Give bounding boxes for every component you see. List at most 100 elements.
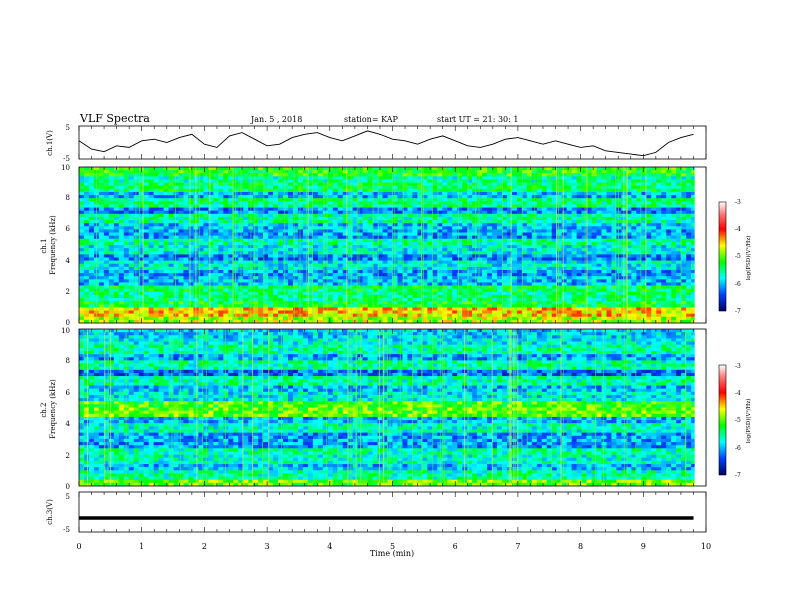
spectrogram-cell (521, 188, 528, 193)
spectrogram-cell (118, 266, 125, 271)
spectrogram-cell (133, 263, 140, 268)
spectrogram-cell (263, 273, 269, 277)
spectrogram-cell (397, 238, 403, 243)
spectrogram-cell (113, 269, 120, 274)
spectrogram-cell (497, 201, 503, 205)
spectrogram-cell (292, 263, 299, 268)
spectrogram-cell (228, 238, 234, 243)
spectrogram-cell (467, 263, 473, 268)
spectrogram-cell (422, 257, 428, 261)
spectrogram-cell (337, 238, 344, 243)
spectrogram-cell (526, 216, 533, 221)
spectrogram-cell (422, 260, 428, 265)
spectrogram-cell (382, 210, 388, 215)
spectrogram-cell (467, 188, 473, 193)
spectrogram-cell (288, 185, 294, 190)
spectrogram-cell (686, 251, 692, 255)
spectrogram-cell (138, 241, 144, 246)
spectrogram-cell (108, 191, 115, 196)
spectrogram-cell (576, 279, 582, 283)
spectrogram-cell (482, 241, 488, 246)
spectrogram-cell (302, 263, 309, 268)
spectrogram-cell (591, 216, 597, 221)
spectrogram-cell (108, 213, 115, 218)
spectrogram-cell (133, 273, 140, 277)
spectrogram-cell (521, 220, 528, 224)
spectrogram-cell (506, 254, 513, 258)
spectrogram-cell (492, 266, 498, 271)
spectrogram-cell (422, 241, 428, 246)
spectrogram-cell (467, 273, 473, 277)
spectrogram-cell (312, 279, 319, 283)
spectrogram-cell (362, 201, 368, 205)
spectrogram-cell (173, 248, 179, 252)
spectrogram-cell (551, 245, 558, 249)
spectrogram-cell (253, 198, 259, 202)
spectrogram-cell (203, 257, 209, 261)
spectrogram-cell (138, 226, 144, 230)
spectrogram-cell (143, 195, 149, 199)
spectrogram-cell (646, 241, 652, 246)
spectrogram-cell (352, 229, 358, 233)
spectrogram-cell (253, 260, 259, 265)
spectrogram-cell (501, 201, 508, 205)
spectrogram-cell (223, 276, 229, 280)
spectrogram-cell (676, 266, 682, 271)
spectrogram-cell (467, 213, 473, 218)
spectrogram-cell (362, 285, 368, 289)
spectrogram-cell (387, 204, 393, 208)
spectrogram-cell (143, 232, 149, 236)
spectrogram-cell (302, 188, 309, 193)
spectrogram-cell (487, 195, 493, 199)
spectrogram-cell (168, 176, 174, 180)
spectrogram-cell (681, 269, 687, 274)
spectrogram-cell (506, 269, 513, 274)
spectrogram-cell (278, 238, 284, 243)
spectrogram-cell (561, 185, 567, 190)
spectrogram-cell (422, 167, 428, 171)
spectrogram-cell (397, 229, 403, 233)
spectrogram-cell (516, 260, 523, 265)
spectrogram-cell (258, 182, 264, 187)
spectrogram-cell (83, 195, 90, 199)
spectrogram-cell (362, 173, 368, 177)
spectrogram-cell (417, 235, 423, 240)
spectrogram-cell (103, 198, 110, 202)
spectrogram-cell (188, 216, 194, 221)
spectrogram-cell (283, 254, 289, 258)
spectrogram-cell (402, 182, 408, 187)
spectrogram-cell (337, 173, 344, 177)
spectrogram-cell (103, 235, 110, 240)
spectrogram-cell (208, 245, 214, 249)
spectrogram-cell (387, 241, 393, 246)
spectrogram-cell (591, 167, 597, 171)
spectrogram-cell (183, 182, 189, 187)
spectrogram-cell (581, 204, 587, 208)
spectrogram-cell (352, 241, 358, 246)
spectrogram-cell (188, 263, 194, 268)
spectrogram-cell (302, 276, 309, 280)
spectrogram-cell (79, 245, 85, 249)
spectrogram-cell (283, 167, 289, 171)
spectrogram-cell (327, 245, 334, 249)
spectrogram-cell (477, 173, 483, 177)
spectrogram-cell (551, 204, 558, 208)
spectrogram-cell (263, 238, 269, 243)
spectrogram-cell (288, 220, 294, 224)
spectrogram-cell (387, 185, 393, 190)
spectrogram-cell (178, 213, 184, 218)
spectrogram-cell (183, 238, 189, 243)
spectrogram-cell (83, 276, 90, 280)
spectrogram-cell (626, 273, 632, 277)
spectrogram-cell (487, 213, 493, 218)
spectrogram-cell (332, 226, 339, 230)
spectrogram-cell (571, 210, 577, 215)
spectrogram-cell (322, 188, 329, 193)
spectrogram-cell (292, 201, 299, 205)
spectrogram-cell (546, 176, 553, 180)
spectrogram-cell (83, 282, 90, 286)
spectrogram-cell (447, 179, 453, 183)
spectrogram-cell (671, 254, 677, 258)
spectrogram-cell (103, 223, 110, 227)
spectrogram-cell (497, 273, 503, 277)
